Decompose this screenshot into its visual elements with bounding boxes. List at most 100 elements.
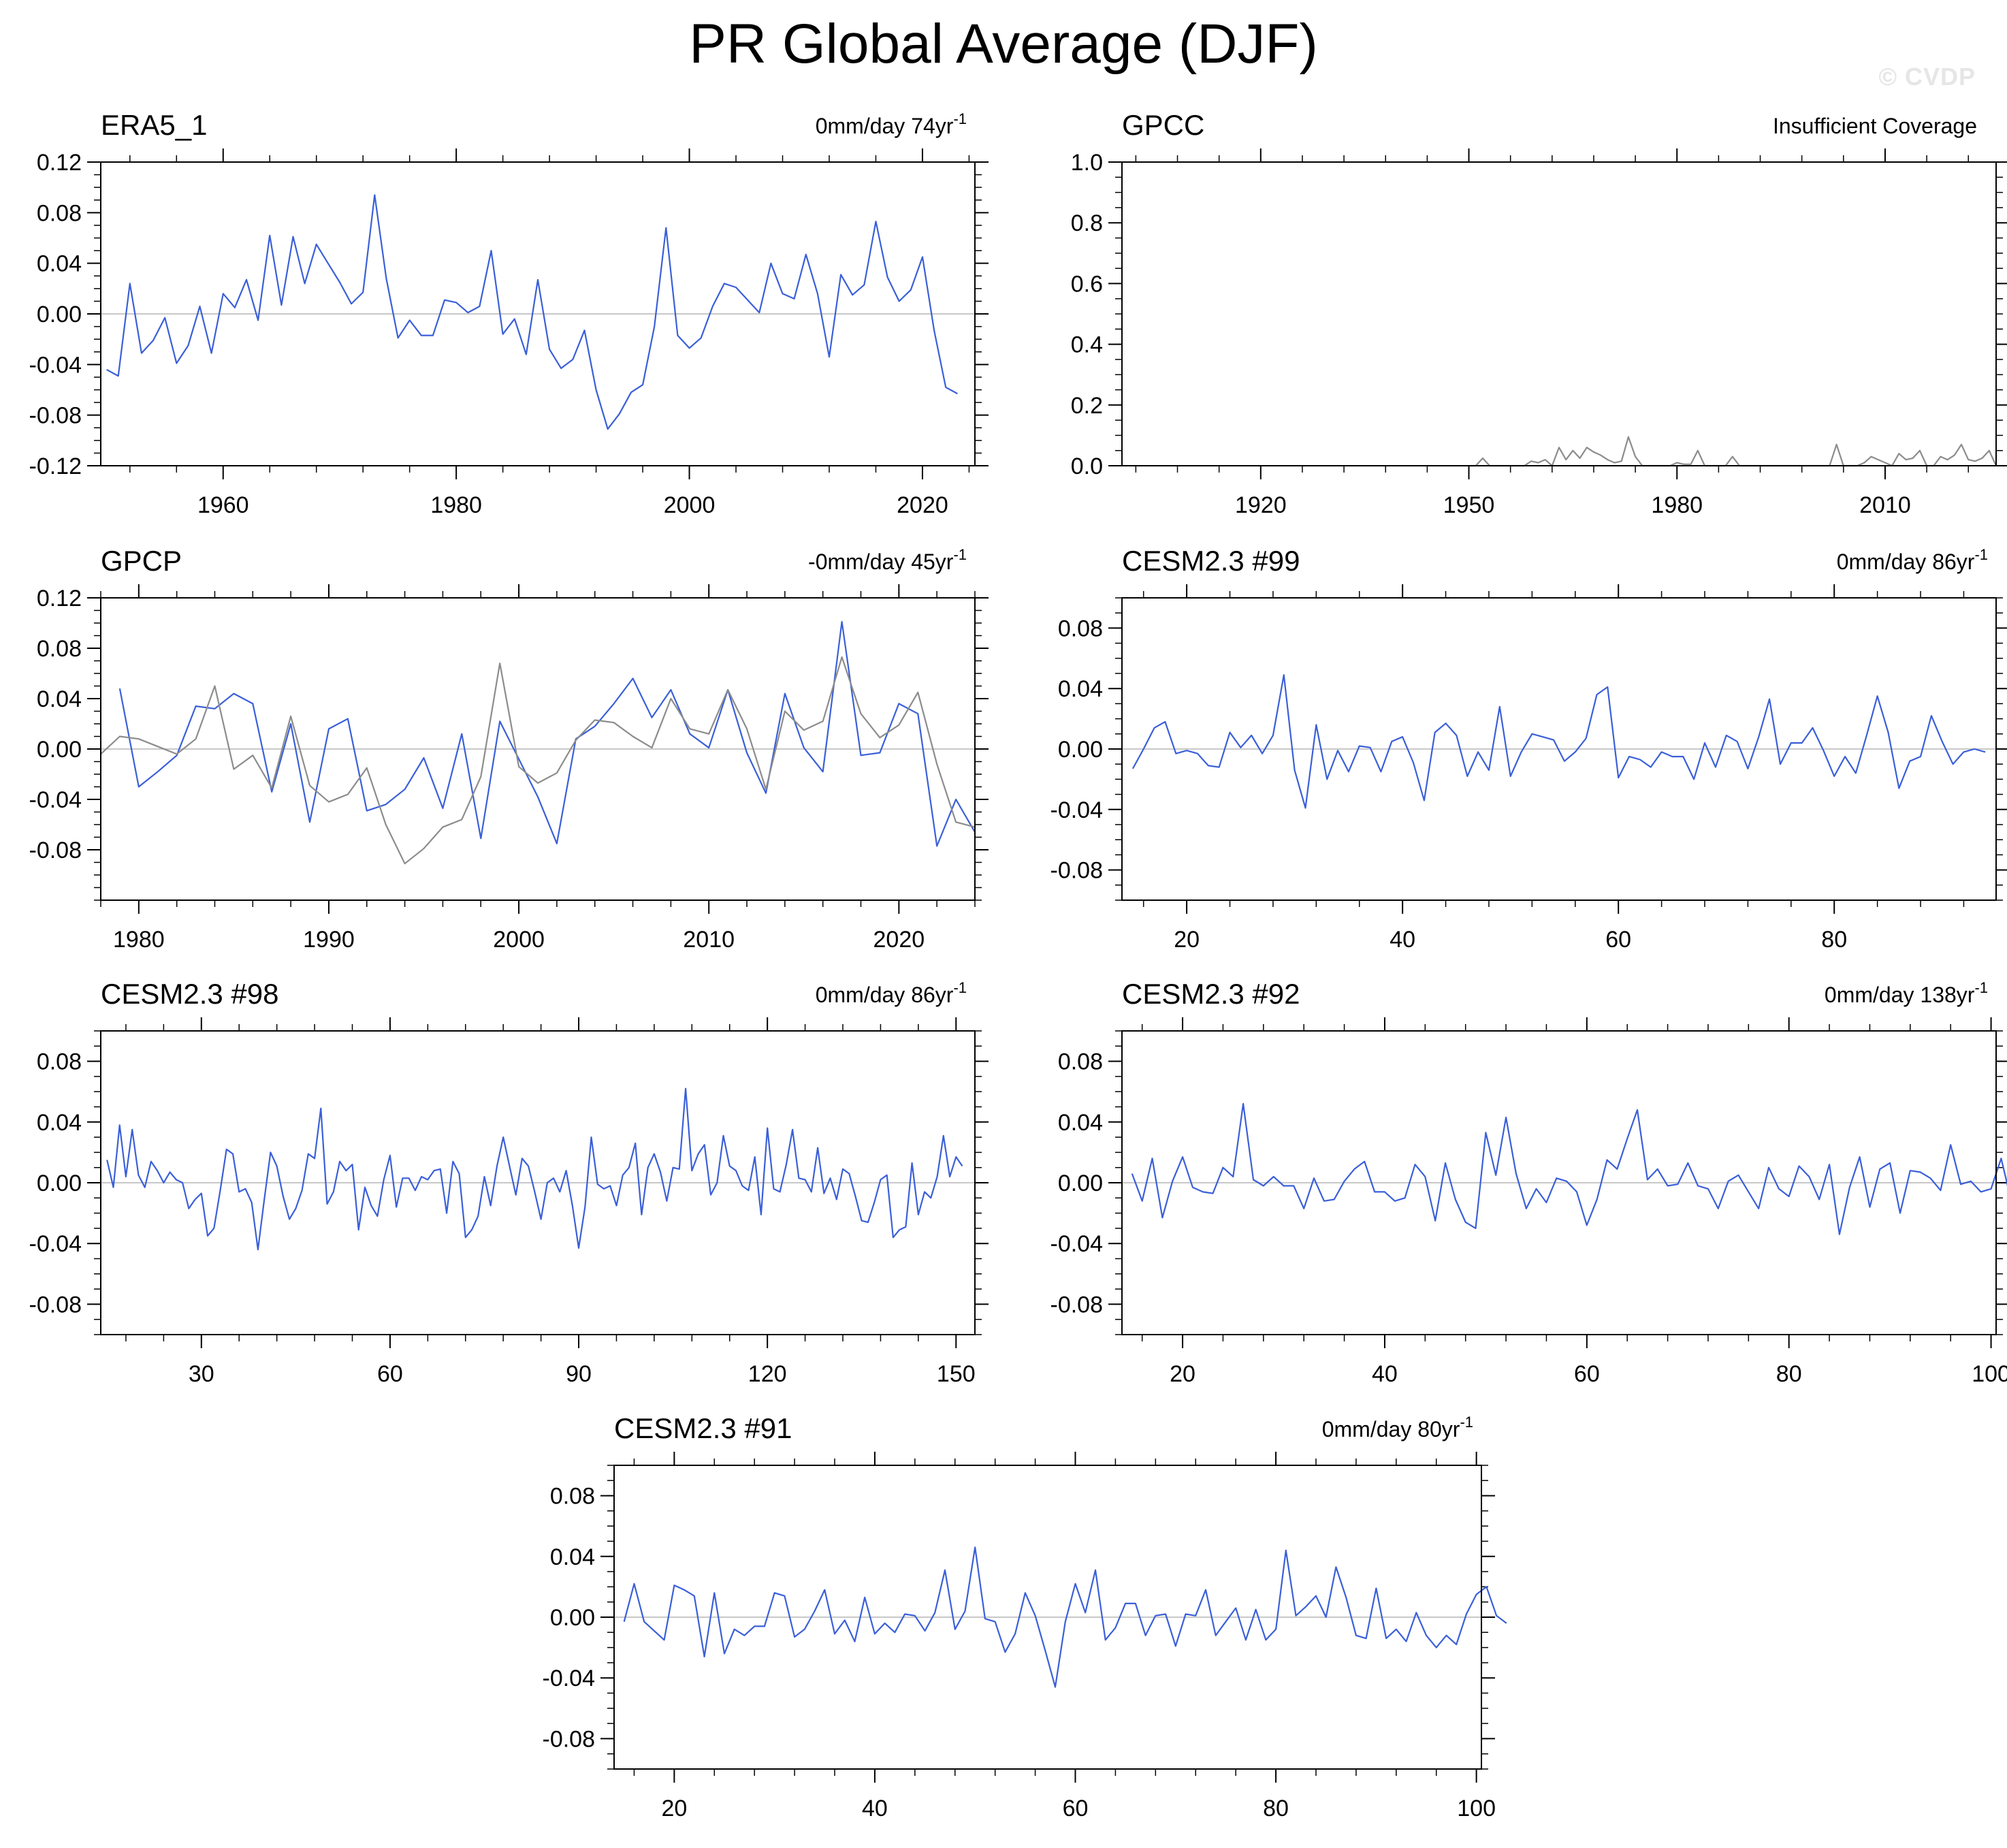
x-tick-label: 20 <box>1174 927 1200 953</box>
y-tick-label: 0.08 <box>37 636 82 662</box>
panel-annotation: -0mm/day 45yr-1 <box>808 546 967 574</box>
y-tick-label: 0.0 <box>1071 453 1103 479</box>
x-tick-label: 1980 <box>430 492 482 518</box>
x-tick-label: 1960 <box>197 492 249 518</box>
y-tick-label: -0.04 <box>543 1666 596 1691</box>
x-tick-label: 2000 <box>664 492 716 518</box>
chart-panel-6: 20 40 60 80 100 -0.08 -0.04 0.00 0.04 0.08 CESM2.3… <box>543 1412 1507 1821</box>
x-tick-label: 80 <box>1776 1361 1802 1387</box>
x-tick-label: 40 <box>1390 927 1415 953</box>
y-tick-label: 0.04 <box>550 1544 595 1570</box>
series-line-0 <box>118 620 976 847</box>
x-tick-label: 40 <box>1372 1361 1398 1387</box>
x-tick-label: 1980 <box>113 927 165 953</box>
y-tick-label: 0.08 <box>1058 616 1103 641</box>
y-tick-label: 0.00 <box>37 302 82 328</box>
panel-annotation: 0mm/day 86yr-1 <box>816 979 967 1007</box>
panel-annotation: 0mm/day 80yr-1 <box>1322 1414 1473 1441</box>
y-tick-label: 0.04 <box>1058 676 1103 702</box>
y-tick-label: 0.00 <box>37 1170 82 1196</box>
y-tick-label: -0.04 <box>29 787 82 813</box>
y-tick-label: -0.08 <box>29 838 82 863</box>
x-tick-label: 60 <box>1063 1796 1089 1821</box>
panel-annotation: 0mm/day 138yr-1 <box>1825 979 1988 1007</box>
series-line-0 <box>1131 1102 2007 1235</box>
y-tick-label: 0.08 <box>550 1484 595 1510</box>
plot-frame <box>1121 597 1997 901</box>
y-tick-label: -0.08 <box>29 403 82 429</box>
panel-annotation: 0mm/day 86yr-1 <box>1837 546 1988 574</box>
cvdp-watermark: © CVDP <box>1878 63 1976 91</box>
x-tick-label: 150 <box>937 1361 976 1387</box>
plot-frame <box>100 161 976 466</box>
y-tick-label: -0.04 <box>29 352 82 378</box>
chart-panel-3: 20 40 60 80 -0.08 -0.04 0.00 0.04 0.08 CESM2.3 #9… <box>1050 545 2007 953</box>
panel-title: CESM2.3 #91 <box>614 1412 792 1444</box>
x-tick-label: 100 <box>1972 1361 2007 1387</box>
series-line-1 <box>100 656 976 865</box>
y-tick-label: 0.4 <box>1071 332 1103 358</box>
y-tick-label: 0.00 <box>1058 737 1103 763</box>
y-tick-label: 0.04 <box>37 251 82 277</box>
series-line-0 <box>106 194 958 430</box>
panel-annotation: Insufficient Coverage <box>1773 114 1977 138</box>
plot-frame <box>100 597 976 901</box>
series-line-0 <box>1468 436 1997 467</box>
panel-title: CESM2.3 #98 <box>101 978 278 1010</box>
chart-panel-5: 20 40 60 80 100 -0.08 -0.04 0.00 0.04 0.08 CESM2.3… <box>1050 978 2007 1387</box>
plot-frame <box>100 1030 976 1335</box>
x-tick-label: 80 <box>1821 927 1847 953</box>
page-title: PR Global Average (DJF) <box>689 13 1318 75</box>
y-tick-label: -0.08 <box>1050 858 1104 884</box>
x-tick-label: 20 <box>661 1796 687 1821</box>
y-tick-label: -0.04 <box>1050 797 1104 823</box>
y-tick-label: 1.0 <box>1071 150 1103 176</box>
y-tick-label: -0.04 <box>1050 1231 1104 1257</box>
series-line-0 <box>623 1546 1507 1688</box>
x-tick-label: 2000 <box>493 927 545 953</box>
chart-panel-0: 1960 1980 2000 2020 -0.12 -0.08 -0.04 0.00 0.04 0… <box>29 109 989 518</box>
x-tick-label: 1990 <box>303 927 355 953</box>
x-tick-label: 60 <box>1574 1361 1600 1387</box>
panel-title: CESM2.3 #92 <box>1122 978 1300 1010</box>
y-tick-label: 0.04 <box>1058 1110 1103 1136</box>
panel-title: CESM2.3 #99 <box>1122 545 1300 577</box>
x-tick-label: 60 <box>377 1361 403 1387</box>
y-tick-label: -0.12 <box>29 453 82 479</box>
x-tick-label: 40 <box>862 1796 888 1821</box>
x-tick-label: 1950 <box>1443 492 1495 518</box>
y-tick-label: 0.00 <box>550 1605 595 1631</box>
x-tick-label: 1920 <box>1235 492 1287 518</box>
y-tick-label: 0.00 <box>37 737 82 763</box>
y-tick-label: -0.08 <box>1050 1292 1104 1318</box>
y-tick-label: 0.2 <box>1071 393 1103 419</box>
y-tick-label: 0.08 <box>37 200 82 226</box>
x-tick-label: 2010 <box>683 927 735 953</box>
panel-title: ERA5_1 <box>101 109 207 141</box>
panel-title: GPCP <box>101 545 182 577</box>
y-tick-label: -0.04 <box>29 1231 82 1257</box>
plot-frame <box>1121 161 1997 466</box>
y-tick-label: 0.04 <box>37 1110 82 1136</box>
x-tick-label: 2010 <box>1859 492 1911 518</box>
y-tick-label: 0.8 <box>1071 210 1103 236</box>
y-tick-label: 0.6 <box>1071 271 1103 297</box>
x-tick-label: 100 <box>1457 1796 1496 1821</box>
y-tick-label: 0.08 <box>37 1049 82 1075</box>
chart-panel-2: 1980 1990 2000 2010 2020 -0.08 -0.04 0.00 0.04 0.… <box>29 545 989 953</box>
x-tick-label: 2020 <box>873 927 925 953</box>
x-tick-label: 120 <box>748 1361 787 1387</box>
chart-panel-4: 30 60 90 120 150 -0.08 -0.04 0.00 0.04 0.08 CESM2.… <box>29 978 989 1387</box>
chart-panel-1: 1920 1950 1980 2010 0.0 0.2 0.4 0.6 0.8 1.0 GPCC In… <box>1071 109 2007 518</box>
plot-frame <box>1121 1030 1997 1335</box>
series-line-0 <box>106 1087 963 1251</box>
y-tick-label: -0.08 <box>29 1292 82 1318</box>
plot-frame <box>613 1465 1482 1770</box>
y-tick-label: 0.00 <box>1058 1170 1103 1196</box>
panel-title: GPCC <box>1122 109 1204 141</box>
y-tick-label: 0.04 <box>37 686 82 712</box>
x-tick-label: 90 <box>566 1361 592 1387</box>
y-tick-label: 0.12 <box>37 586 82 611</box>
x-tick-label: 30 <box>189 1361 214 1387</box>
y-tick-label: 0.12 <box>37 150 82 176</box>
